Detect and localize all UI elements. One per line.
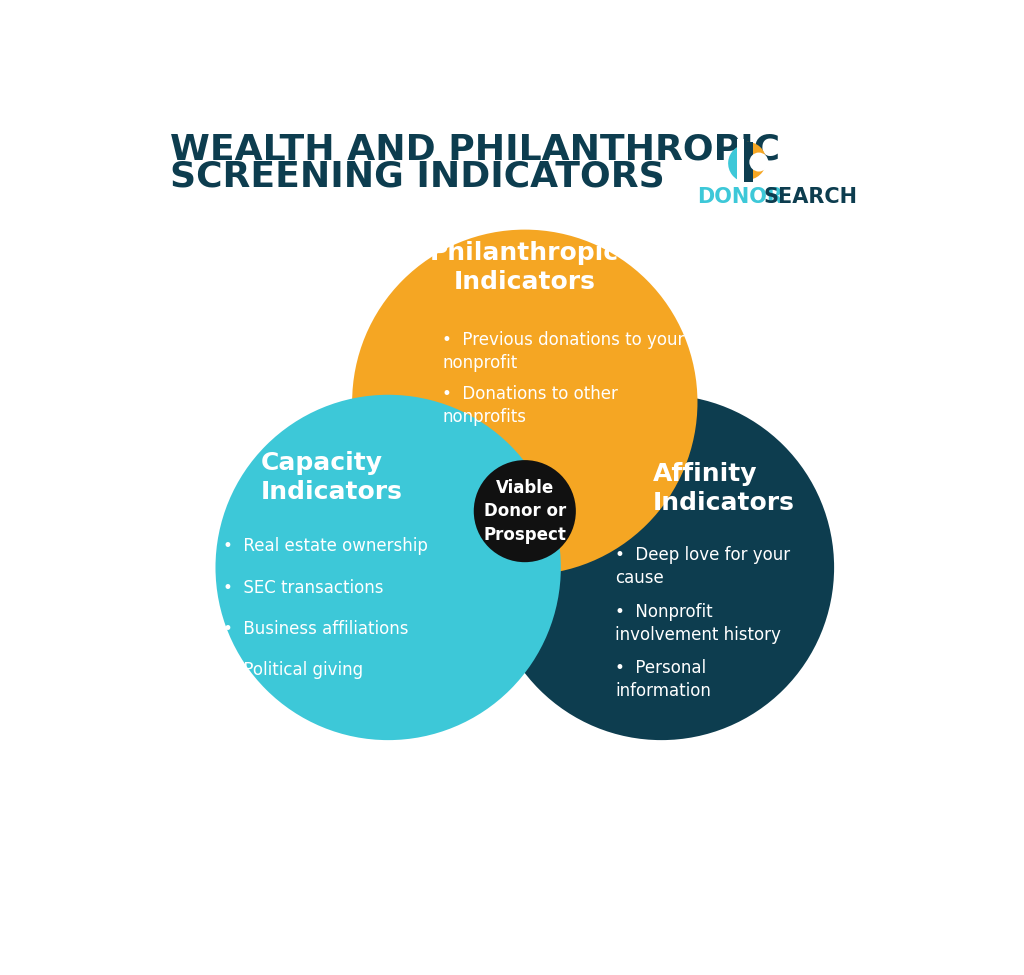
- Text: WEALTH AND PHILANTHROPIC: WEALTH AND PHILANTHROPIC: [170, 132, 780, 166]
- Bar: [744, 142, 754, 181]
- Text: Capacity
Indicators: Capacity Indicators: [260, 451, 402, 504]
- Wedge shape: [748, 141, 766, 179]
- Circle shape: [352, 230, 697, 575]
- Text: •  SEC transactions: • SEC transactions: [223, 579, 384, 597]
- Text: •  Business affiliations: • Business affiliations: [223, 620, 409, 638]
- Text: •  Previous donations to your
nonprofit: • Previous donations to your nonprofit: [442, 331, 685, 371]
- Text: •  Personal
information: • Personal information: [614, 659, 711, 700]
- Text: SCREENING INDICATORS: SCREENING INDICATORS: [170, 160, 666, 194]
- Text: •  Donations to other
nonprofits: • Donations to other nonprofits: [442, 385, 618, 426]
- Text: •  Deep love for your
cause: • Deep love for your cause: [614, 546, 790, 587]
- Circle shape: [215, 395, 561, 740]
- Bar: [737, 138, 744, 185]
- Circle shape: [488, 395, 835, 740]
- Text: •  Political giving: • Political giving: [223, 661, 364, 680]
- Circle shape: [474, 460, 575, 563]
- Text: •  Real estate ownership: • Real estate ownership: [223, 537, 428, 556]
- Text: Viable
Donor or
Prospect: Viable Donor or Prospect: [483, 479, 566, 544]
- Circle shape: [750, 152, 768, 172]
- Text: Affinity
Indicators: Affinity Indicators: [652, 462, 795, 515]
- Text: Philanthropic
Indicators: Philanthropic Indicators: [430, 241, 620, 293]
- Text: SEARCH: SEARCH: [764, 187, 857, 208]
- Text: DONOR: DONOR: [697, 187, 783, 208]
- Text: •  Nonprofit
involvement history: • Nonprofit involvement history: [614, 603, 780, 644]
- Wedge shape: [728, 144, 748, 182]
